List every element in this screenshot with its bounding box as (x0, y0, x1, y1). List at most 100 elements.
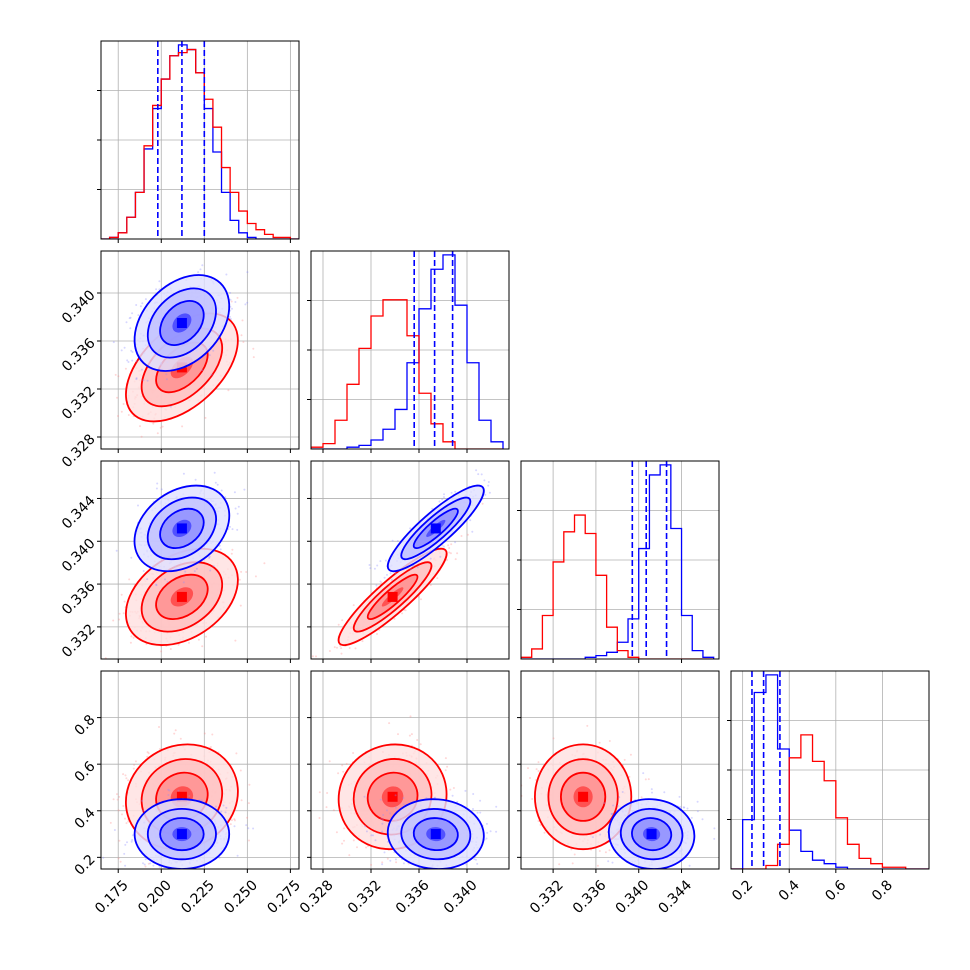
sample-point (109, 821, 112, 824)
sample-point (216, 483, 219, 486)
sample-point (141, 799, 144, 802)
sample-point (122, 612, 125, 615)
sample-point (169, 648, 172, 650)
sample-point (419, 743, 422, 746)
sample-point (119, 860, 122, 863)
sample-point (130, 349, 133, 352)
sample-point (231, 528, 234, 531)
sample-point (209, 569, 212, 572)
sample-point (222, 804, 225, 807)
sample-point (361, 640, 364, 643)
sample-point (147, 752, 150, 755)
sample-point (244, 303, 247, 306)
sample-point (112, 619, 115, 622)
sample-point (381, 861, 384, 864)
sample-point (146, 751, 149, 754)
density-series-0 (363, 789, 498, 880)
sample-point (131, 312, 134, 315)
sample-point (236, 528, 239, 531)
sample-point (115, 549, 118, 552)
sample-point (442, 545, 445, 548)
sample-point (389, 572, 392, 575)
sample-point (188, 795, 191, 797)
sample-point (118, 618, 121, 621)
sample-point (152, 422, 155, 425)
sample-point (139, 305, 142, 308)
sample-point (408, 734, 411, 737)
sample-point (335, 831, 338, 834)
sample-point (231, 548, 234, 551)
sample-point (124, 864, 127, 867)
histogram-panel-1 (307, 250, 510, 453)
panel-content (102, 726, 255, 874)
sample-point (155, 487, 158, 490)
histogram-series-1 (311, 299, 503, 449)
sample-point (214, 481, 217, 484)
sample-point (236, 296, 239, 299)
sample-point (142, 379, 145, 382)
sample-point (116, 793, 118, 796)
sample-point (165, 378, 168, 381)
sample-point (112, 798, 115, 801)
sample-point (433, 878, 435, 880)
sample-point (333, 646, 336, 649)
density-series-1 (311, 502, 484, 658)
sample-point (450, 543, 453, 546)
sample-point (246, 816, 249, 819)
sample-point (224, 811, 227, 814)
sample-point (127, 361, 130, 363)
sample-point (124, 774, 127, 777)
sample-point (245, 571, 248, 573)
sample-point (194, 478, 197, 481)
sample-point (220, 489, 223, 492)
sample-point (450, 491, 453, 494)
sample-point (380, 581, 383, 584)
sample-point (146, 379, 149, 382)
sample-point (454, 558, 457, 561)
sample-point (484, 493, 487, 496)
sample-point (130, 635, 133, 638)
scatter-panel-0-2 (97, 460, 300, 667)
sample-point (342, 770, 345, 773)
sample-point (130, 840, 133, 843)
sample-point (137, 314, 140, 317)
sample-point (247, 802, 250, 805)
sample-point (240, 570, 243, 573)
histogram-series-0 (521, 464, 715, 659)
sample-point (158, 748, 161, 750)
sample-point (234, 639, 237, 642)
sample-point (140, 368, 143, 371)
sample-point (123, 346, 126, 349)
sample-point (123, 852, 126, 855)
sample-point (448, 551, 451, 554)
sample-point (246, 301, 249, 304)
sample-point (448, 547, 451, 549)
sample-point (224, 496, 227, 499)
panel-content (318, 715, 498, 880)
sample-point (230, 819, 233, 822)
sample-point (141, 302, 144, 305)
sample-point (149, 862, 152, 865)
sample-point (169, 405, 172, 408)
sample-point (218, 856, 221, 859)
sample-point (128, 578, 131, 581)
sample-point (475, 469, 478, 472)
sample-point (332, 809, 335, 812)
sample-point (225, 273, 228, 276)
sample-point (412, 565, 415, 568)
sample-point (219, 548, 222, 551)
sample-point (172, 872, 174, 874)
sample-point (98, 665, 100, 667)
density-series-0 (115, 471, 246, 587)
sample-point (386, 857, 389, 860)
sample-point (118, 795, 121, 798)
sample-point (201, 264, 204, 267)
sample-point (443, 496, 445, 499)
sample-point (174, 729, 177, 732)
sample-point (340, 647, 343, 650)
sample-point (446, 559, 448, 561)
sample-point (420, 598, 422, 601)
density-series-0 (102, 788, 255, 869)
sample-point (155, 583, 158, 586)
sample-point (198, 872, 200, 874)
